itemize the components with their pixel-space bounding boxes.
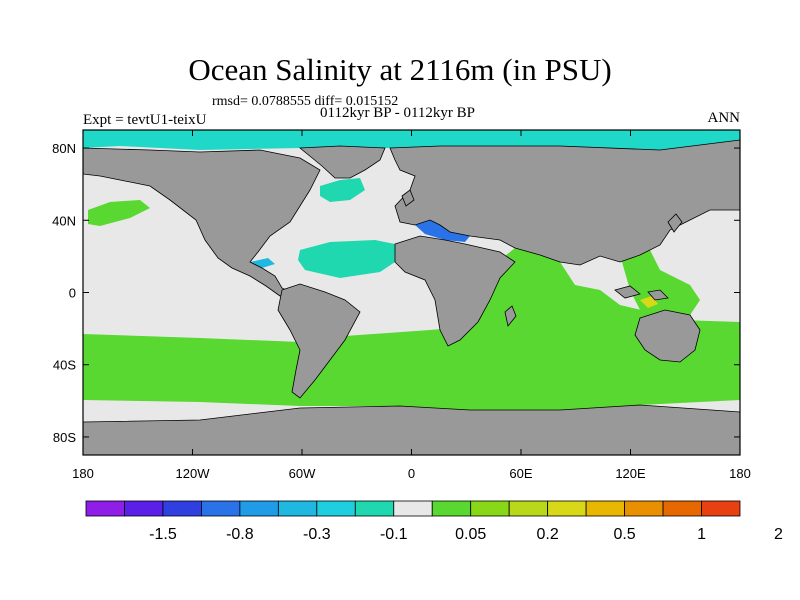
map-title: Ocean Salinity at 2116m (in PSU) <box>188 52 612 87</box>
map-plot-area <box>83 130 740 455</box>
indonesia-islands <box>614 285 669 301</box>
colorbar-swatch <box>470 500 510 517</box>
lat-tick-label: 0 <box>69 286 76 301</box>
north-atlantic-negative-field <box>298 240 395 278</box>
lon-tick-label: 120W <box>176 466 211 481</box>
colorbar-swatch <box>124 500 164 517</box>
south-pacific-lower-band <box>83 340 290 366</box>
caribbean-negative-patch <box>250 258 275 268</box>
colorbar-swatch <box>547 500 587 517</box>
colorbar-label: 2 <box>774 526 783 543</box>
colorbar <box>85 500 741 517</box>
lon-tick-label: 0 <box>408 466 415 481</box>
colorbar-swatch <box>277 500 318 517</box>
stats-line: rmsd= 0.0788555 diff= 0.015152 <box>212 94 399 109</box>
lon-tick-label: 180 <box>729 466 751 481</box>
australia-landmass <box>634 309 701 363</box>
africa-landmass <box>394 235 516 347</box>
western-pacific-positive-field <box>620 240 700 318</box>
mediterranean-negative-patch <box>415 220 470 242</box>
colorbar-labels: -1.5 -0.8 -0.3 -0.1 0.05 0.2 0.5 1 2 <box>149 526 783 543</box>
colorbar-swatch <box>316 500 356 517</box>
lon-tick-label: 60E <box>509 466 532 481</box>
colorbar-label: -0.8 <box>226 526 254 543</box>
colorbar-label: 0.5 <box>613 526 635 543</box>
colorbar-label: 1 <box>697 526 706 543</box>
colorbar-label: -1.5 <box>149 526 177 543</box>
greenland-landmass <box>298 145 386 179</box>
colorbar-label: -0.3 <box>303 526 331 543</box>
period-line: 0112kyr BP - 0112kyr BP <box>320 105 476 121</box>
colorbar-swatch <box>201 500 241 517</box>
arctic-negative-field <box>83 130 740 150</box>
colorbar-label: 0.2 <box>537 526 559 543</box>
indonesia-positive-patch <box>640 296 658 308</box>
north-pacific-positive-patch <box>88 200 150 226</box>
latitude-ticks: 80N 40N 0 40S 80S <box>52 141 740 445</box>
colorbar-swatch <box>701 500 741 517</box>
south-america-landmass <box>277 283 361 399</box>
longitude-ticks: 180 120W 60W 0 60E 120E 180 <box>72 130 751 481</box>
lat-tick-label: 40S <box>53 358 76 373</box>
japan-islands <box>667 213 683 233</box>
eurasia-landmass <box>389 139 740 266</box>
land-masses <box>83 139 740 455</box>
colorbar-label: -0.1 <box>380 526 408 543</box>
colorbar-label: 0.05 <box>455 526 486 543</box>
colorbar-swatch <box>585 500 625 517</box>
colorbar-swatch <box>354 500 395 517</box>
colorbar-swatch <box>431 500 472 517</box>
colorbar-swatch <box>662 500 702 517</box>
lat-tick-label: 80N <box>52 141 76 156</box>
british-isles <box>401 189 415 207</box>
experiment-label: Expt = tevtU1-teixU <box>83 112 207 128</box>
colorbar-swatch <box>239 500 279 517</box>
lon-tick-label: 180 <box>72 466 94 481</box>
antarctica-landmass <box>83 404 740 455</box>
lat-tick-label: 80S <box>53 430 76 445</box>
southern-ocean-positive-band <box>83 318 740 410</box>
colorbar-swatch <box>508 500 549 517</box>
colorbar-swatch <box>85 500 125 517</box>
labrador-sea-negative-patch <box>320 178 365 202</box>
lat-tick-label: 40N <box>52 213 76 228</box>
madagascar-island <box>504 305 517 327</box>
colorbar-swatch <box>624 500 664 517</box>
lon-tick-label: 120E <box>615 466 646 481</box>
season-label: ANN <box>707 110 741 126</box>
north-america-landmass <box>83 147 321 297</box>
lon-tick-label: 60W <box>289 466 316 481</box>
colorbar-swatch <box>393 500 433 517</box>
colorbar-swatch <box>162 500 202 517</box>
